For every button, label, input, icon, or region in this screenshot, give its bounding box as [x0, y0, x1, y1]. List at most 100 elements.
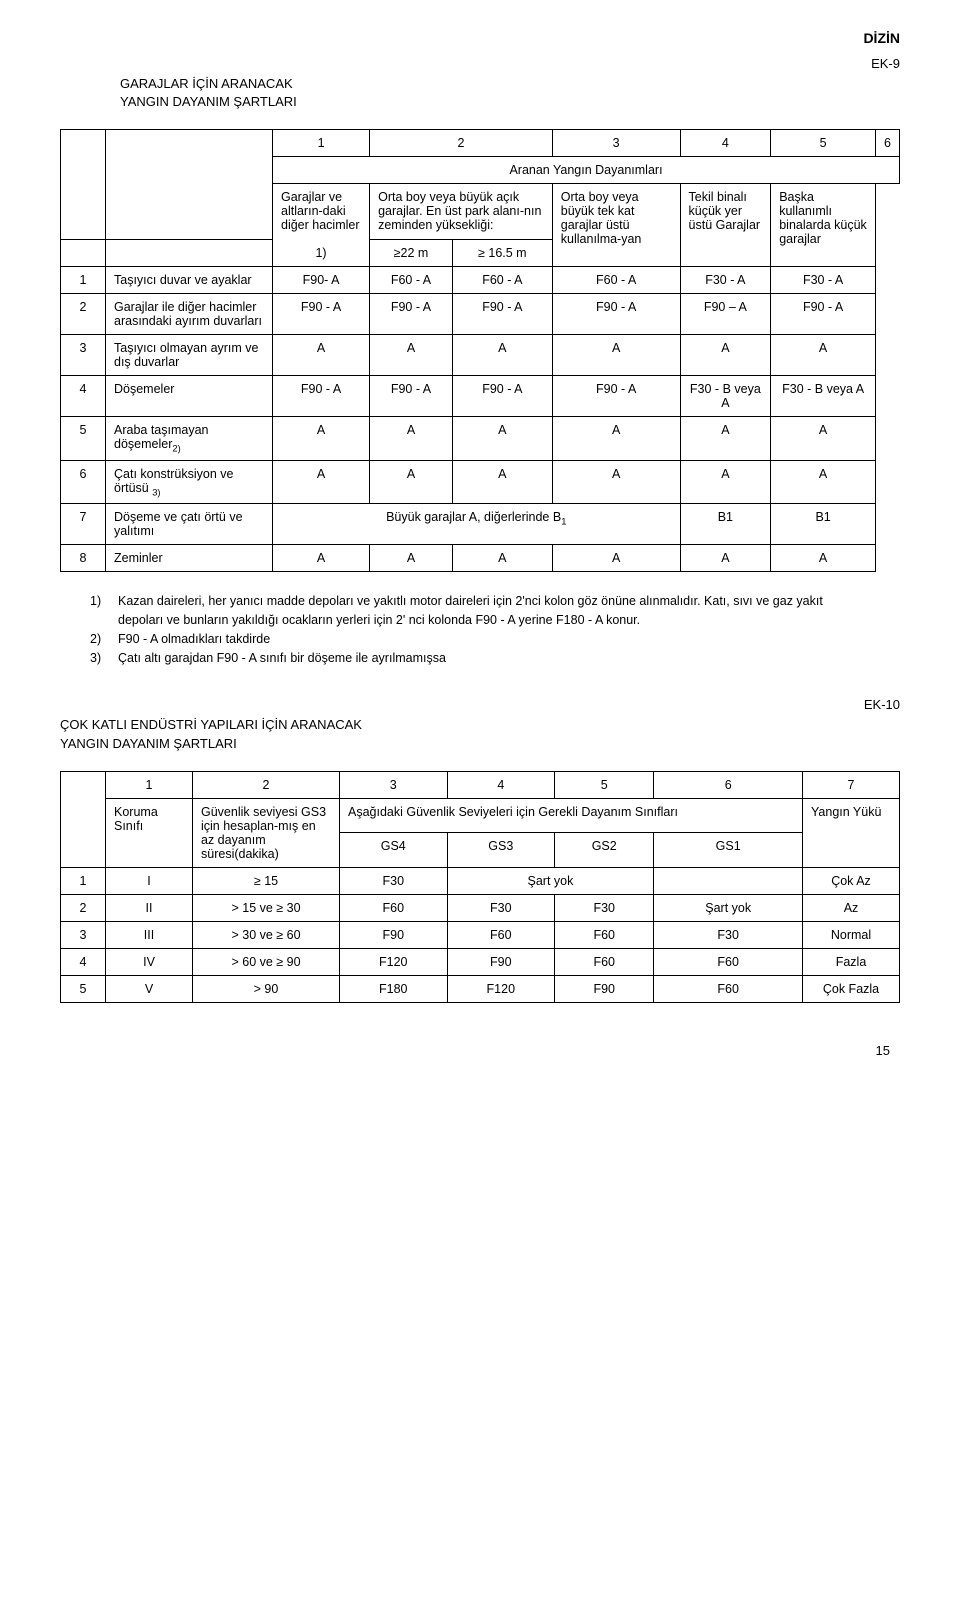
ek9-h7: Başka kullanımlı binalarda küçük garajla…	[771, 184, 876, 267]
cell: F90 - A	[771, 294, 876, 335]
colnum-2: 2	[370, 130, 553, 157]
cell: F90 - A	[552, 294, 680, 335]
cell: A	[680, 417, 771, 461]
ek9-title-l1: GARAJLAR İÇİN ARANACAK	[120, 76, 293, 91]
cell: F60	[555, 948, 654, 975]
cell: F60	[654, 975, 803, 1002]
row-label: Zeminler	[106, 545, 273, 572]
cell: F60	[447, 921, 555, 948]
ek10-h4b: GS3	[447, 833, 555, 868]
cell: F30 - B veya A	[771, 376, 876, 417]
row-num: 1	[61, 867, 106, 894]
cell: F90 - A	[452, 294, 552, 335]
cell: F30	[340, 867, 448, 894]
ek9-title-l2: YANGIN DAYANIM ŞARTLARI	[120, 94, 297, 109]
cell: B1	[771, 504, 876, 545]
note-text: F90 - A olmadıkları takdirde	[118, 630, 870, 649]
cell: F90 - A	[370, 376, 453, 417]
row-num: 3	[61, 335, 106, 376]
ek10-h4a: GS4	[340, 833, 448, 868]
row-label: Döşemeler	[106, 376, 273, 417]
table-row: 3 Taşıyıcı olmayan ayrım ve dış duvarlar…	[61, 335, 900, 376]
table-row: 2 Garajlar ile diğer hacimler arasındaki…	[61, 294, 900, 335]
cell: F30 - A	[680, 267, 771, 294]
cell: > 60 ve ≥ 90	[193, 948, 340, 975]
cell: A	[552, 545, 680, 572]
cell: V	[106, 975, 193, 1002]
note-item: 2) F90 - A olmadıkları takdirde	[90, 630, 870, 649]
ek10-h4span: Aşağıdaki Güvenlik Seviyeleri için Gerek…	[340, 798, 803, 833]
ek9-h5: Orta boy veya büyük tek kat garajlar üst…	[552, 184, 680, 267]
table-row: 4 IV > 60 ve ≥ 90 F120 F90 F60 F60 Fazla	[61, 948, 900, 975]
ek10-label: EK-10	[60, 697, 900, 712]
ek9-h6: Tekil binalı küçük yer üstü Garajlar	[680, 184, 771, 267]
table-row: 4 Döşemeler F90 - A F90 - A F90 - A F90 …	[61, 376, 900, 417]
ek9-h3: Orta boy veya büyük açık garajlar. En üs…	[370, 184, 553, 240]
ek9-col-numbers: 1 2 3 4 5 6	[61, 130, 900, 157]
note-text: Kazan daireleri, her yanıcı madde depola…	[118, 592, 870, 630]
cell: Fazla	[803, 948, 900, 975]
cell: Şart yok	[447, 867, 654, 894]
ek10-h3: Güvenlik seviyesi GS3 için hesaplan-mış …	[193, 798, 340, 867]
cell: F90 - A	[370, 294, 453, 335]
note-key: 1)	[90, 592, 118, 630]
note-key: 3)	[90, 649, 118, 668]
cell: B1	[680, 504, 771, 545]
table-row: 6 Çatı konstrüksiyon ve örtüsü 3) A A A …	[61, 460, 900, 504]
ek9-h2-text: Garajlar ve altların-daki diğer hacimler	[281, 190, 360, 232]
ek10-col-numbers: 1 2 3 4 5 6 7	[61, 771, 900, 798]
cell: F30	[447, 894, 555, 921]
row-label: Çatı konstrüksiyon ve örtüsü 3)	[106, 460, 273, 504]
cell: F30 - B veya A	[680, 376, 771, 417]
cell-merged: Büyük garajlar A, diğerlerinde B1	[273, 504, 681, 545]
row-num: 3	[61, 921, 106, 948]
table-row: 3 III > 30 ve ≥ 60 F90 F60 F60 F30 Norma…	[61, 921, 900, 948]
cell: ≥ 15	[193, 867, 340, 894]
cell: F90- A	[273, 267, 370, 294]
cell: A	[452, 460, 552, 504]
ek9-h2: Garajlar ve altların-daki diğer hacimler…	[273, 184, 370, 267]
cell: A	[273, 417, 370, 461]
table-row: 1 Taşıyıcı duvar ve ayaklar F90- A F60 -…	[61, 267, 900, 294]
cell: F120	[447, 975, 555, 1002]
ek10-h4d: GS1	[654, 833, 803, 868]
cell: A	[771, 417, 876, 461]
cell: A	[452, 335, 552, 376]
cell: F60	[654, 948, 803, 975]
colnum-1: 1	[273, 130, 370, 157]
row-num: 5	[61, 417, 106, 461]
row-num: 1	[61, 267, 106, 294]
page-number: 15	[60, 1043, 900, 1058]
ek10-h4c: GS2	[555, 833, 654, 868]
row-num: 6	[61, 460, 106, 504]
colnum: 7	[803, 771, 900, 798]
cell: Çok Fazla	[803, 975, 900, 1002]
cell: F90 – A	[680, 294, 771, 335]
ek10-h7: Yangın Yükü	[803, 798, 900, 867]
cell: > 90	[193, 975, 340, 1002]
colnum-5: 5	[771, 130, 876, 157]
colnum-6: 6	[875, 130, 899, 157]
cell: A	[273, 460, 370, 504]
ek9-h3b: ≥ 16.5 m	[452, 240, 552, 267]
cell: F60 - A	[370, 267, 453, 294]
cell: Az	[803, 894, 900, 921]
cell: A	[552, 460, 680, 504]
colnum: 3	[340, 771, 448, 798]
colnum: 4	[447, 771, 555, 798]
table-row: 5 V > 90 F180 F120 F90 F60 Çok Fazla	[61, 975, 900, 1002]
ek9-label: EK-9	[60, 56, 900, 71]
row-num: 4	[61, 376, 106, 417]
ek10-title-l2: YANGIN DAYANIM ŞARTLARI	[60, 736, 237, 751]
cell: A	[370, 460, 453, 504]
row-label: Döşeme ve çatı örtü ve yalıtımı	[106, 504, 273, 545]
ek9-title: GARAJLAR İÇİN ARANACAK YANGIN DAYANIM ŞA…	[120, 75, 900, 111]
cell: A	[771, 460, 876, 504]
cell: III	[106, 921, 193, 948]
cell: A	[452, 545, 552, 572]
ek9-table: 1 2 3 4 5 6 Aranan Yangın Dayanımları Ga…	[60, 129, 900, 572]
cell: II	[106, 894, 193, 921]
row-num: 5	[61, 975, 106, 1002]
row-num: 4	[61, 948, 106, 975]
cell: F60	[340, 894, 448, 921]
